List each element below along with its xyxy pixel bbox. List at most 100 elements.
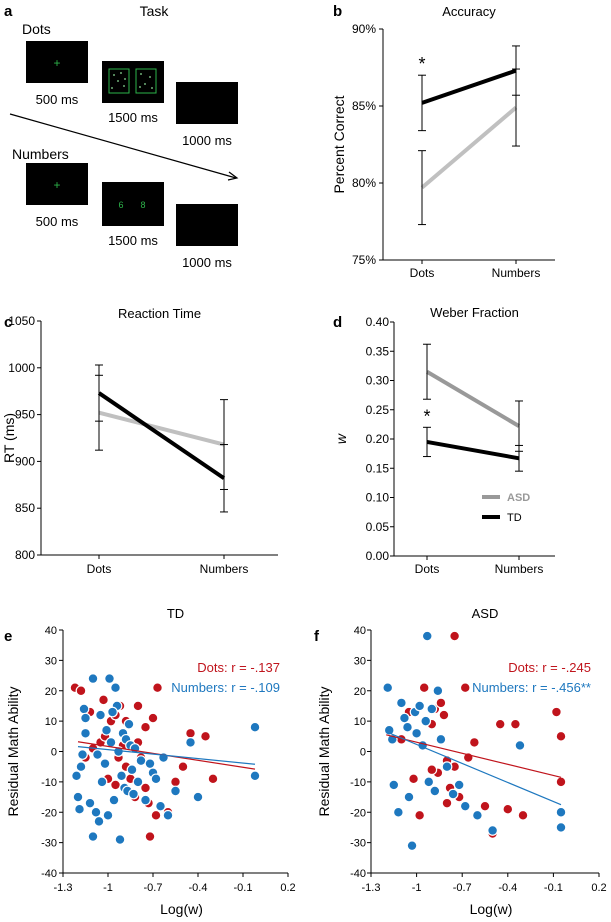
dots-point xyxy=(170,776,181,788)
task-title: Task xyxy=(140,3,170,19)
y-tick-label: -40 xyxy=(350,868,366,880)
dot-box-left xyxy=(108,68,130,94)
significance-marker: * xyxy=(423,406,430,426)
duration-label: 500 ms xyxy=(36,214,79,229)
series-line-td xyxy=(97,391,226,480)
dots-point xyxy=(150,809,162,821)
legend-label: ASD xyxy=(507,492,530,504)
arrow-head-icon xyxy=(227,171,239,181)
x-tick-label: -1.3 xyxy=(362,882,381,894)
numbers-point xyxy=(192,791,204,803)
chart-title: Reaction Time xyxy=(118,306,201,321)
y-tick-label: 20 xyxy=(354,686,366,698)
y-tick-label: 10 xyxy=(45,716,57,728)
numbers-point xyxy=(421,630,433,642)
numbers-point xyxy=(170,785,181,797)
numbers-point xyxy=(92,749,103,760)
numbers-point xyxy=(80,727,91,739)
numbers-point xyxy=(185,736,196,748)
series-line-asd xyxy=(98,410,225,447)
y-tick-label: 1050 xyxy=(8,314,35,328)
numbers-point xyxy=(140,794,151,806)
numbers-point xyxy=(411,727,423,739)
y-tick-label: 10 xyxy=(354,716,366,728)
numbers-point xyxy=(132,776,144,788)
x-tick-label: -0.7 xyxy=(453,882,472,894)
y-tick-label: 0 xyxy=(51,747,57,759)
x-tick-label: -1 xyxy=(103,882,113,894)
y-tick-label: 0 xyxy=(360,747,366,759)
numbers-correlation: Numbers: r = -.456** xyxy=(472,680,591,695)
y-tick-label: 850 xyxy=(15,501,35,515)
x-tick-label: Dots xyxy=(87,562,112,576)
numbers-stimulus-screen xyxy=(102,182,164,226)
dots-point xyxy=(408,773,419,785)
dots-point xyxy=(441,797,453,809)
numbers-point xyxy=(74,803,85,815)
numbers-point xyxy=(128,788,139,800)
y-axis-label: Residual Math Ability xyxy=(316,687,332,817)
x-tick-label: Numbers xyxy=(495,562,544,576)
y-tick-label: -30 xyxy=(350,838,366,850)
y-axis-label: RT (ms) xyxy=(1,413,17,463)
dots-point xyxy=(140,782,151,794)
y-tick-label: -10 xyxy=(350,777,366,789)
dots-point xyxy=(510,718,521,730)
time-arrow xyxy=(9,113,237,179)
numbers-point xyxy=(414,700,426,712)
y-tick-label: 80% xyxy=(352,176,376,190)
numbers-point xyxy=(95,709,106,721)
numbers-point xyxy=(453,779,465,791)
numbers-point xyxy=(155,800,166,812)
dots-point xyxy=(517,809,529,821)
numbers-point xyxy=(399,712,410,724)
dots-point xyxy=(479,800,491,812)
dots-point xyxy=(140,721,151,733)
numbers-point xyxy=(388,779,400,791)
y-tick-label: 0.00 xyxy=(366,549,390,563)
dots-point xyxy=(177,761,189,773)
chart-title: ASD xyxy=(472,606,499,621)
x-tick-label: -1.3 xyxy=(54,882,73,894)
numbers-point xyxy=(432,685,444,697)
y-tick-label: -40 xyxy=(41,868,57,880)
numbers-point xyxy=(382,682,394,694)
legend-label: TD xyxy=(507,512,522,524)
number-stimulus-left: 6 xyxy=(118,200,123,210)
dot-box-right xyxy=(135,68,157,94)
dots-correlation: Dots: r = -.137 xyxy=(197,660,280,675)
x-axis-label: Log(w) xyxy=(160,901,203,917)
numbers-point xyxy=(101,724,112,736)
numbers-point xyxy=(123,718,135,730)
numbers-point xyxy=(135,755,147,767)
duration-label: 1500 ms xyxy=(108,110,158,125)
numbers-fit-line xyxy=(77,746,256,765)
x-tick-label: -0.1 xyxy=(234,882,253,894)
numbers-point xyxy=(90,806,102,818)
x-tick-label: 0.2 xyxy=(591,882,606,894)
y-tick-label: 900 xyxy=(15,454,35,468)
numbers-point xyxy=(162,809,174,821)
dots-point xyxy=(132,700,144,712)
numbers-point xyxy=(144,758,156,770)
y-tick-label: 0.25 xyxy=(366,403,390,417)
numbers-point xyxy=(392,806,404,818)
dots-point xyxy=(459,682,471,694)
x-tick-label: Dots xyxy=(415,562,440,576)
series-line-td xyxy=(421,68,517,105)
numbers-point xyxy=(93,815,105,827)
dots-point xyxy=(185,727,196,739)
numbers-point xyxy=(420,715,432,727)
y-tick-label: 0.40 xyxy=(366,315,390,329)
numbers-point xyxy=(104,673,115,684)
dots-point xyxy=(468,736,480,748)
chart-d: d Weber Fraction 0.00 0.05 0.10 0.15 0.20 0.25 0… xyxy=(333,305,555,576)
panel-letter-e: e xyxy=(4,628,12,645)
x-tick-label: -0.7 xyxy=(144,882,163,894)
y-tick-label: 30 xyxy=(354,655,366,667)
chart-title: Accuracy xyxy=(442,4,496,19)
x-tick-label: 0.2 xyxy=(280,882,295,894)
chart-title: TD xyxy=(167,606,184,621)
series-line-td xyxy=(426,439,520,461)
numbers-point xyxy=(84,797,96,809)
